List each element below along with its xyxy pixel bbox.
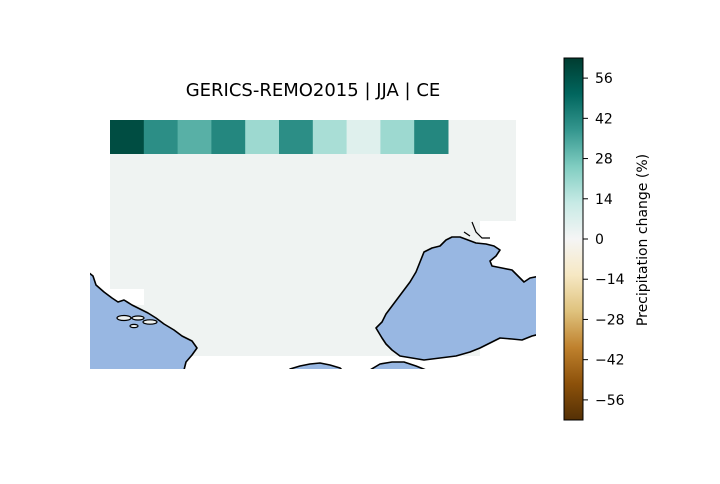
grid-cell bbox=[211, 120, 246, 154]
colorbar-tick-label: −42 bbox=[595, 353, 625, 369]
coast-details bbox=[463, 221, 490, 239]
grid-cell bbox=[245, 120, 280, 154]
colorbar-tick-label: 28 bbox=[595, 152, 613, 168]
colorbar-tick-label: −56 bbox=[595, 393, 625, 409]
eastern-sea bbox=[375, 236, 536, 361]
colorbar-tick-label: 42 bbox=[595, 111, 613, 127]
grid-cell bbox=[346, 120, 381, 154]
colorbar-gradient bbox=[563, 57, 584, 421]
top-row-cells bbox=[110, 120, 449, 154]
grid-cell bbox=[177, 120, 212, 154]
grid-cell bbox=[143, 120, 179, 154]
colorbar-tick-label: −14 bbox=[595, 272, 625, 288]
colorbar-tick-label: 56 bbox=[595, 71, 613, 87]
lake-2 bbox=[370, 361, 426, 369]
grid-cell bbox=[312, 120, 348, 154]
grid-cell bbox=[414, 120, 449, 154]
grid-cell bbox=[380, 120, 415, 154]
map-area bbox=[90, 120, 536, 369]
colorbar-tick-label: 14 bbox=[595, 192, 613, 208]
islands bbox=[116, 314, 158, 329]
colorbar-label: Precipitation change (%) bbox=[635, 153, 651, 327]
grid-cell bbox=[110, 120, 145, 154]
map-title: GERICS-REMO2015 | JJA | CE bbox=[185, 80, 441, 101]
colorbar-ticks: 56 42 28 14 0 −14 −28 −42 −56 bbox=[583, 71, 625, 409]
colorbar-tick-label: −28 bbox=[595, 312, 625, 328]
colorbar: 56 42 28 14 0 −14 −28 −42 −56 bbox=[563, 57, 625, 421]
lake-1 bbox=[289, 362, 343, 369]
colorbar-tick-label: 0 bbox=[595, 232, 604, 248]
grid-cell bbox=[279, 120, 314, 154]
